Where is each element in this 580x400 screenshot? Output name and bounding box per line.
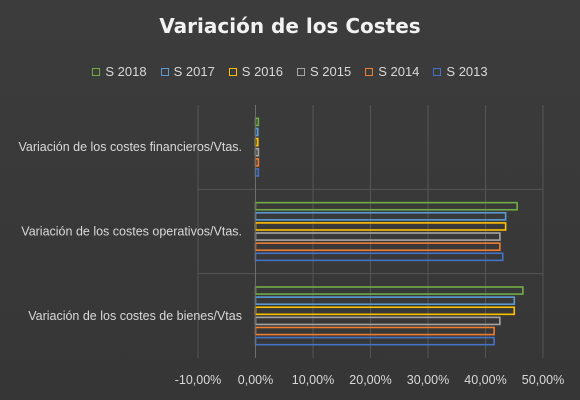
bar-1-0 bbox=[254, 201, 518, 211]
bar-2-5 bbox=[254, 336, 495, 346]
legend-label-4: S 2014 bbox=[378, 64, 420, 79]
legend-swatch-5 bbox=[433, 67, 442, 76]
legend-item-0: S 2018 bbox=[92, 64, 147, 79]
bar-2-2 bbox=[254, 306, 516, 316]
category-label-0: Variación de los costes financieros/Vtas… bbox=[19, 140, 243, 154]
chart-title: Variación de los Costes bbox=[159, 14, 421, 38]
legend-label-1: S 2017 bbox=[173, 64, 215, 79]
x-tick-label-1: 0,00% bbox=[238, 373, 273, 387]
bar-1-5 bbox=[254, 252, 504, 262]
x-tick-label-5: 40,00% bbox=[464, 373, 506, 387]
bar-2-3 bbox=[254, 316, 501, 326]
bar-2-0 bbox=[254, 286, 524, 295]
bar-1-2 bbox=[254, 222, 507, 231]
legend-item-4: S 2014 bbox=[365, 64, 419, 79]
bar-1-3 bbox=[254, 232, 501, 241]
legend-swatch-1 bbox=[160, 67, 169, 76]
bar-2-4 bbox=[254, 326, 495, 336]
legend-swatch-2 bbox=[228, 67, 237, 76]
legend-label-5: S 2013 bbox=[446, 64, 488, 79]
category-label-2: Variación de los costes de bienes/Vtas bbox=[28, 309, 242, 323]
x-tick-label-4: 30,00% bbox=[407, 373, 449, 387]
x-tick-label-0: -10,00% bbox=[175, 373, 222, 387]
legend-item-2: S 2016 bbox=[228, 64, 283, 79]
bar-1-4 bbox=[254, 242, 501, 252]
bar-1-1 bbox=[254, 211, 507, 221]
legend-swatch-3 bbox=[297, 67, 305, 76]
x-tick-label-2: 10,00% bbox=[292, 373, 334, 387]
legend-swatch-0 bbox=[92, 67, 101, 76]
x-tick-label-3: 20,00% bbox=[349, 373, 391, 387]
legend-item-5: S 2013 bbox=[433, 64, 488, 79]
bar-2-1 bbox=[254, 296, 516, 305]
legend-swatch-4 bbox=[365, 67, 374, 76]
legend-label-2: S 2016 bbox=[241, 64, 283, 79]
legend-label-3: S 2015 bbox=[310, 64, 352, 79]
category-label-1: Variación de los costes operativos/Vtas. bbox=[21, 225, 242, 239]
legend-label-0: S 2018 bbox=[105, 64, 147, 79]
x-tick-label-6: 50,00% bbox=[522, 373, 564, 387]
legend-item-3: S 2015 bbox=[297, 64, 351, 79]
legend: S 2018 S 2017 S 2016 S 2015 S 2014 S 2013 bbox=[0, 64, 580, 79]
legend-item-1: S 2017 bbox=[160, 64, 215, 79]
